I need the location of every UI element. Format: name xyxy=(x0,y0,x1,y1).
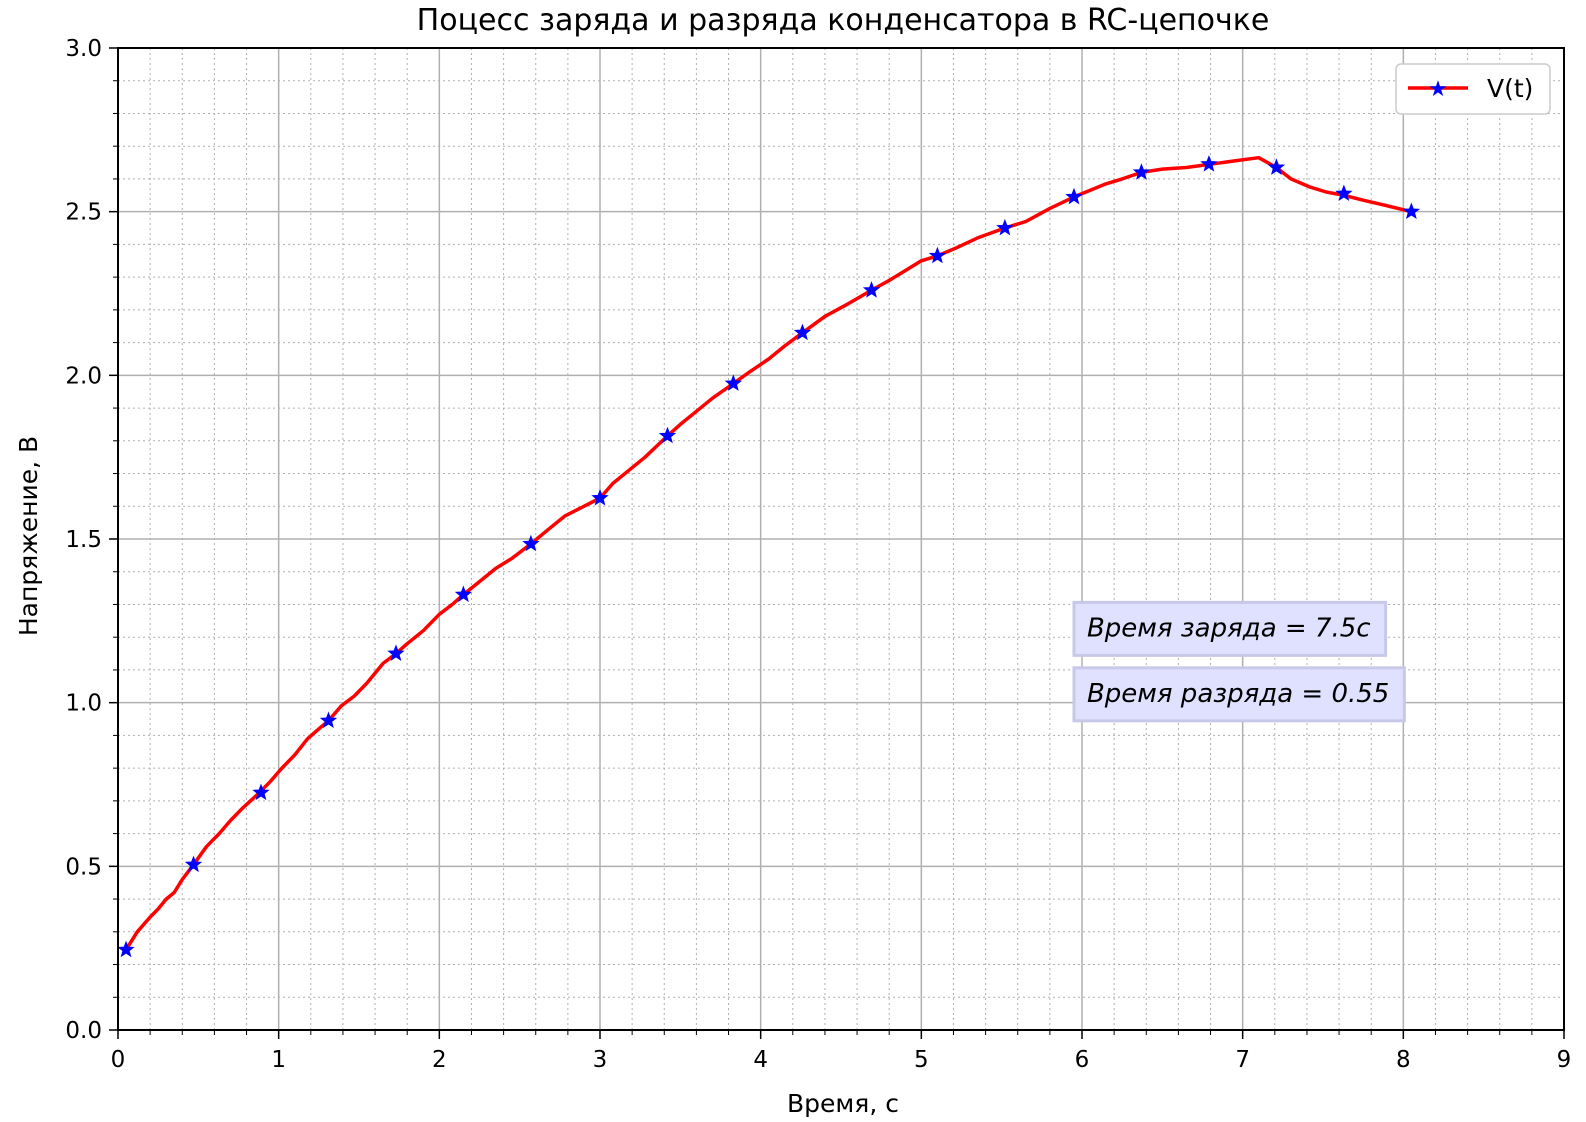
data-point-marker xyxy=(522,534,540,552)
x-tick-label: 6 xyxy=(1075,1047,1090,1073)
y-tick-label: 2.5 xyxy=(65,200,102,226)
legend: ★ V(t) xyxy=(1395,63,1551,115)
data-point-marker xyxy=(996,218,1014,236)
annotation-box: Время разряда = 0.55 xyxy=(1072,666,1406,723)
data-point-marker xyxy=(1335,184,1353,202)
x-tick-label: 1 xyxy=(271,1047,286,1073)
axis-ticks: 0 1 2 3 4 5 6 7 8 9 0.0 0.5 1.0 1.5 2.0 2.5 3.0 xyxy=(65,36,1571,1073)
y-tick-label: 0.5 xyxy=(65,854,102,880)
annotation-background xyxy=(1072,600,1388,657)
data-point-marker xyxy=(1267,158,1286,175)
data-point-marker xyxy=(591,488,609,506)
series-line-vt xyxy=(124,155,1412,951)
data-point-marker xyxy=(793,323,812,341)
y-tick-label: 0.0 xyxy=(65,1018,102,1044)
y-tick-label: 1.0 xyxy=(65,691,102,717)
data-point-marker xyxy=(184,855,203,873)
annotation-text: Время разряда = 0.55 xyxy=(1087,679,1389,709)
plot-frame xyxy=(117,47,1565,1031)
data-point-marker xyxy=(658,426,677,444)
y-axis-label: Напряжение, В xyxy=(14,436,43,636)
y-tick-label: 2.0 xyxy=(65,363,102,389)
data-point-marker xyxy=(454,585,473,603)
legend-marker-star: ★ xyxy=(1428,77,1448,102)
legend-label: V(t) xyxy=(1487,74,1533,103)
data-point-marker xyxy=(387,644,405,661)
annotation-background xyxy=(1072,666,1406,723)
annotations: Время заряда = 7.5c Время разряда = 0.55 xyxy=(1072,600,1406,723)
x-axis-label: Время, с xyxy=(787,1089,899,1118)
y-tick-label: 3.0 xyxy=(65,36,102,62)
data-point-marker xyxy=(319,711,338,729)
data-point-marker xyxy=(928,246,947,264)
x-tick-label: 8 xyxy=(1396,1047,1411,1073)
data-point-marker xyxy=(1065,187,1083,205)
data-point-marker xyxy=(252,783,270,801)
x-tick-label: 9 xyxy=(1557,1047,1572,1073)
x-tick-label: 3 xyxy=(593,1047,608,1073)
x-tick-label: 5 xyxy=(914,1047,929,1073)
legend-box xyxy=(1395,63,1551,115)
data-point-marker xyxy=(1402,202,1421,220)
y-tick-label: 1.5 xyxy=(65,527,102,553)
x-tick-label: 2 xyxy=(432,1047,447,1073)
series-layer xyxy=(117,155,1421,958)
annotation-box: Время заряда = 7.5c xyxy=(1072,600,1388,657)
data-point-marker xyxy=(1200,155,1218,172)
chart-title: Поцесс заряда и разряда конденсатора в R… xyxy=(417,3,1270,38)
data-point-marker xyxy=(862,281,881,298)
x-tick-label: 7 xyxy=(1235,1047,1250,1073)
data-point-marker xyxy=(1132,163,1151,180)
annotation-text: Время заряда = 7.5c xyxy=(1087,613,1371,643)
data-point-marker xyxy=(724,374,743,391)
x-tick-label: 0 xyxy=(111,1047,126,1073)
x-tick-label: 4 xyxy=(753,1047,768,1073)
data-point-marker xyxy=(117,940,135,958)
